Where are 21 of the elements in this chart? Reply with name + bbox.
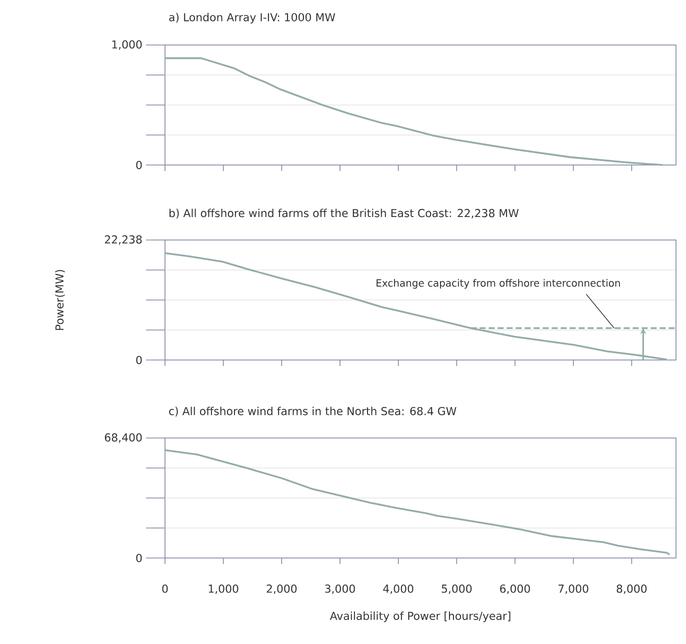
chart-title: a) London Array I-IV: 1000 MW xyxy=(169,12,336,24)
y-tick-label: 0 xyxy=(136,160,142,170)
x-tick-label: 0 xyxy=(162,584,168,593)
x-tick-label: 8,000 xyxy=(616,584,647,594)
x-tick-label: 4,000 xyxy=(383,584,414,594)
y-tick-label: 0 xyxy=(136,356,142,364)
y-tick-label: 0 xyxy=(136,554,142,562)
x-tick-label: 3,000 xyxy=(325,584,355,594)
y-tick-label: 68,400 xyxy=(104,433,142,443)
x-tick-label: 6,000 xyxy=(500,584,530,594)
x-tick-label: 7,000 xyxy=(558,584,588,594)
x-tick-label: 5,000 xyxy=(442,584,472,594)
y-axis-title: Power(MW) xyxy=(55,270,65,330)
x-tick-label: 1,000 xyxy=(208,584,238,594)
x-axis-title: Availability of Power [hours/year] xyxy=(330,612,510,622)
chart-title: b) All offshore wind farms off the British East Coast: 22,238 MW xyxy=(170,208,519,218)
x-tick-label: 2,000 xyxy=(266,584,297,594)
y-tick-label: 1,000 xyxy=(112,40,142,50)
annotation: Exchange capacity from offshore interconnection xyxy=(376,278,620,289)
chart-title: c) All offshore wind farms in the North Sea: 68.4 GW xyxy=(169,406,456,416)
y-tick-label: 22,238 xyxy=(104,235,142,245)
